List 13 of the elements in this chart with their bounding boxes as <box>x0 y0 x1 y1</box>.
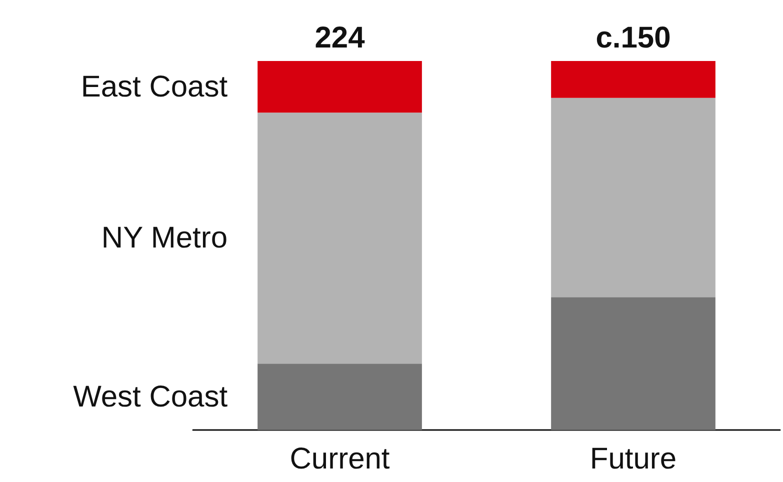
bar <box>551 297 716 430</box>
bar <box>551 61 716 98</box>
bar <box>258 364 422 430</box>
bar <box>258 112 422 364</box>
series-label: West Coast <box>73 380 228 414</box>
text: c.150 <box>596 22 671 54</box>
bar <box>551 98 716 298</box>
series-label: East Coast <box>80 70 228 104</box>
bar <box>258 61 422 113</box>
text: 224 <box>314 22 366 54</box>
x-tick-label: Future <box>590 442 677 476</box>
x-tick-label: Current <box>290 442 390 476</box>
series-label: NY Metro <box>101 222 228 255</box>
